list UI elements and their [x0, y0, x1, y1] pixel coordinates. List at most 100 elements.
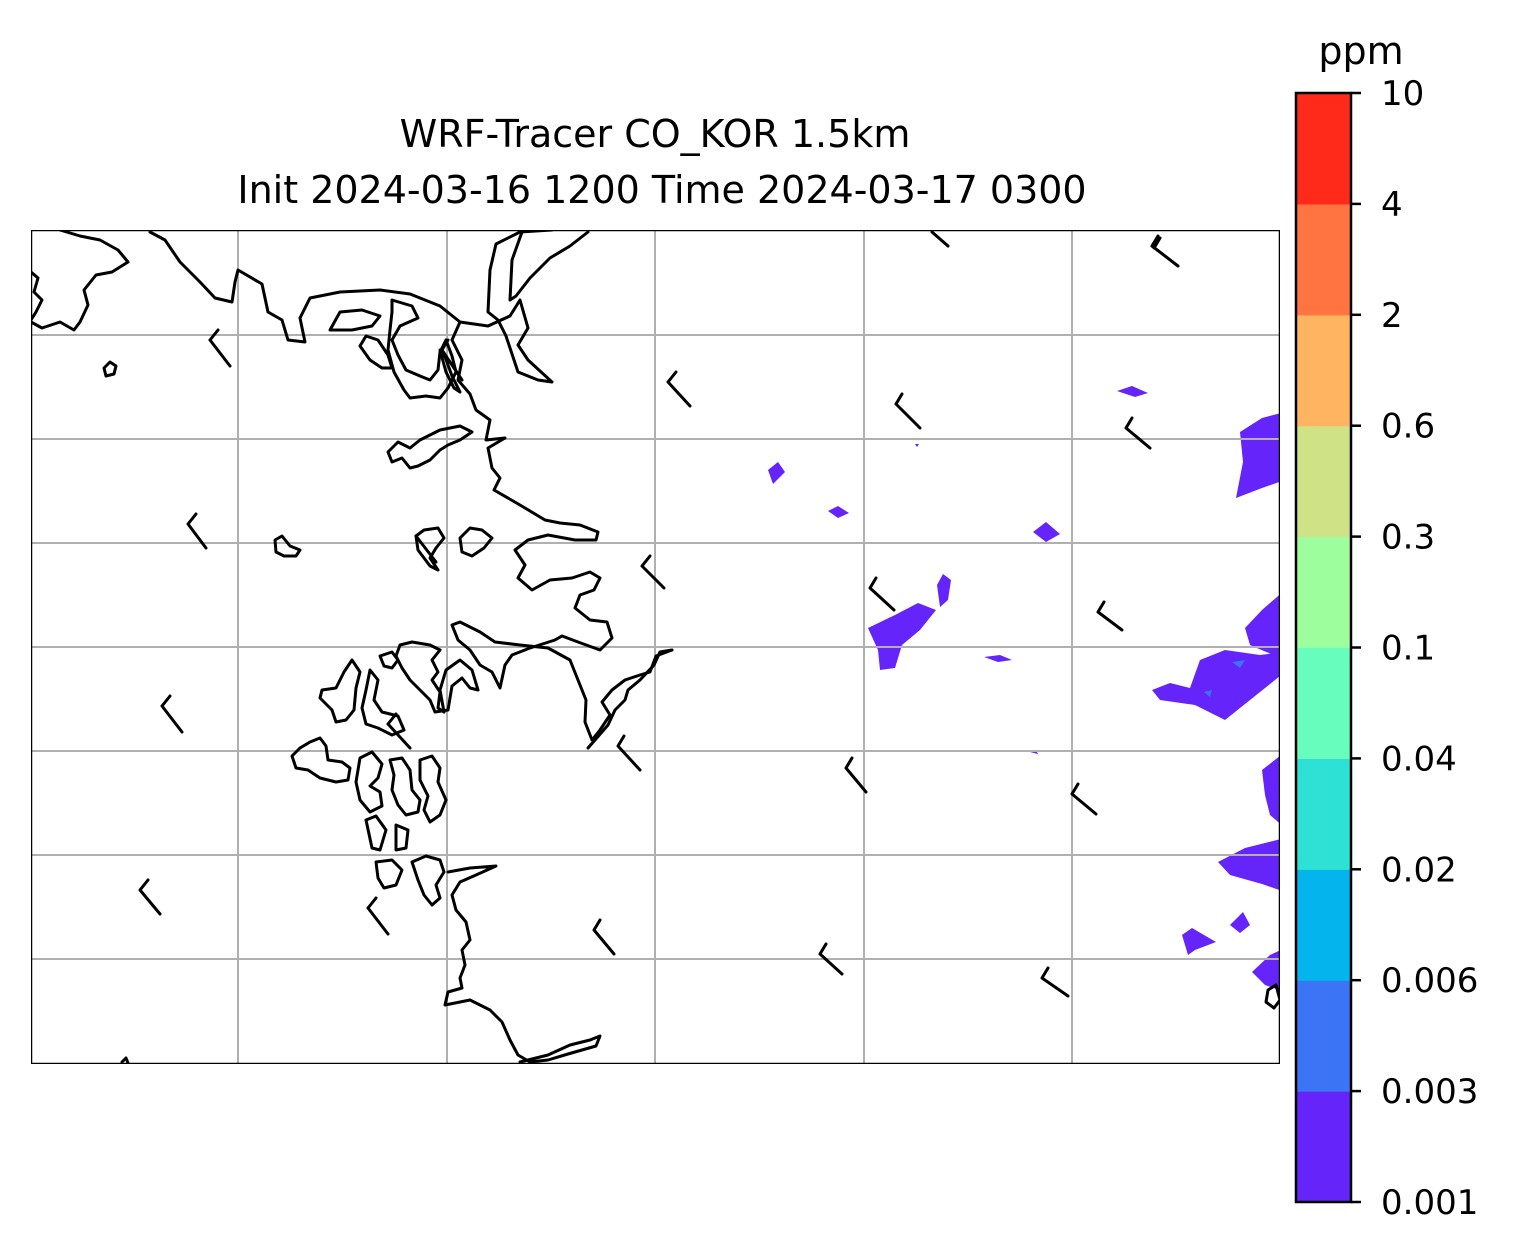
field-patch	[1245, 594, 1280, 658]
coastline	[443, 864, 532, 1064]
coastline	[290, 736, 352, 784]
field-patch	[1204, 690, 1212, 697]
colorbar-ticks: 0.001 0.003 0.006 0.02 0.04 0.1 0.3 0.6 2 4 10	[1351, 74, 1478, 1223]
coastline	[1264, 983, 1280, 1010]
field-patch	[915, 444, 919, 447]
field-patch	[984, 655, 1012, 662]
field-patch	[1230, 912, 1250, 933]
colorbar-tick-label: 2	[1381, 296, 1403, 336]
coastline	[410, 854, 446, 907]
wind-barb	[930, 230, 950, 248]
colorbar-tick-label: 0.001	[1381, 1183, 1478, 1223]
wind-barb	[366, 896, 390, 936]
colorbar: ppm 0.001 0.003 0.006 0.02 0.04 0.1 0.3 0.6 2 4 10	[1294, 29, 1478, 1223]
wind-barb	[138, 878, 162, 916]
wind-barb	[386, 712, 412, 750]
colorbar-segment	[1296, 314, 1351, 427]
coastline	[318, 658, 362, 724]
coastline	[354, 750, 384, 814]
map-panel	[31, 230, 1280, 1064]
colorbar-tick-label: 0.3	[1381, 518, 1435, 558]
wind-barb	[1150, 234, 1180, 268]
coastline	[394, 823, 410, 852]
field-patch	[1236, 413, 1280, 498]
colorbar-segment	[1296, 980, 1351, 1092]
field-patch	[1252, 950, 1280, 991]
wind-barb	[1124, 416, 1152, 450]
coastline	[358, 334, 394, 370]
wind-barb	[666, 370, 692, 408]
wind-barb	[844, 756, 868, 794]
co-concentration-field	[768, 386, 1280, 991]
gridlines	[31, 230, 1280, 1064]
field-patch	[768, 462, 785, 484]
field-patch	[1218, 839, 1280, 891]
colorbar-tick-label: 0.02	[1381, 850, 1457, 890]
coastline	[388, 756, 422, 817]
colorbar-segment	[1296, 93, 1351, 205]
coastline	[120, 1056, 130, 1064]
colorbar-frame	[1294, 91, 1353, 1204]
wind-barb	[1096, 600, 1124, 632]
field-patch	[868, 603, 936, 670]
colorbar-tick-label: 0.003	[1381, 1072, 1478, 1112]
coastline	[508, 230, 590, 302]
coastline	[450, 320, 674, 742]
coastline	[586, 648, 674, 750]
co-concentration-field-level-2	[1204, 660, 1245, 697]
coastline	[273, 534, 302, 558]
colorbar-segment	[1296, 758, 1351, 870]
wind-barb	[868, 576, 896, 612]
field-patch	[1232, 660, 1245, 668]
coastlines	[31, 230, 1280, 1064]
colorbar-unit-label: ppm	[1318, 29, 1403, 73]
coastline	[148, 230, 554, 384]
wind-barb	[414, 534, 438, 564]
colorbar-segment	[1296, 1091, 1351, 1203]
coastline	[386, 424, 474, 470]
colorbar-tick-label: 10	[1381, 74, 1424, 114]
field-patch	[1152, 650, 1280, 720]
coastline	[394, 640, 480, 714]
wind-barb	[1070, 782, 1098, 816]
colorbar-segment	[1296, 647, 1351, 759]
colorbar-tick-label: 0.04	[1381, 739, 1457, 779]
wind-barb	[440, 338, 464, 382]
wind-barb	[640, 554, 666, 590]
coastline	[360, 668, 406, 737]
colorbar-tick-label: 0.006	[1381, 961, 1478, 1001]
colorbar-segment	[1296, 425, 1351, 538]
field-patch	[1117, 386, 1148, 397]
colorbar-segment	[1296, 536, 1351, 649]
colorbar-tick-label: 4	[1381, 185, 1403, 225]
coastline	[102, 360, 118, 378]
colorbar-segment	[1296, 869, 1351, 981]
colorbar-tick-label: 0.6	[1381, 407, 1435, 447]
field-patch	[828, 506, 849, 518]
coastline	[31, 230, 130, 332]
wind-barb	[1040, 966, 1070, 998]
colorbar-tick-label: 0.1	[1381, 629, 1435, 669]
colorbar-segment	[1296, 203, 1351, 316]
wind-barb	[160, 694, 184, 734]
wind-barb	[818, 942, 844, 976]
wind-barb	[894, 392, 922, 430]
coastline	[374, 858, 404, 890]
coastline	[414, 526, 446, 572]
field-patch	[1262, 755, 1280, 824]
wind-barb	[186, 512, 208, 550]
coastline	[518, 1034, 602, 1064]
coastline	[364, 814, 388, 852]
colorbar-segments	[1296, 93, 1351, 1203]
coastline	[31, 270, 44, 322]
wind-barb	[616, 734, 642, 772]
plot-title-line-2: Init 2024-03-16 1200 Time 2024-03-17 030…	[237, 168, 1086, 212]
coastline	[378, 650, 400, 670]
field-patch	[937, 574, 951, 607]
wind-barbs	[138, 230, 1180, 998]
wind-barb	[592, 918, 616, 956]
plot-title-line-1: WRF-Tracer CO_KOR 1.5km	[400, 112, 911, 156]
coastline	[328, 308, 382, 332]
wind-barb	[208, 328, 232, 368]
